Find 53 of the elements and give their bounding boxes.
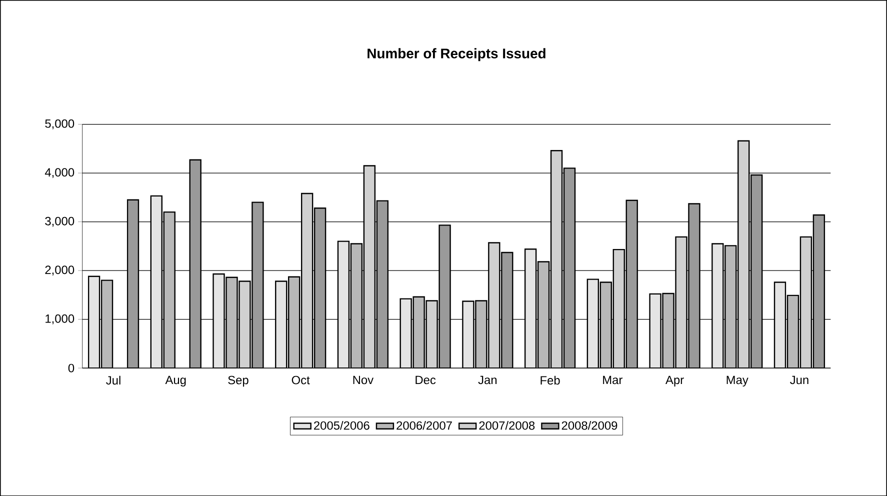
x-tick-label: Jul: [106, 376, 120, 384]
bar: [750, 174, 763, 368]
y-tick-label: 1,000: [46, 314, 74, 324]
bar: [600, 281, 612, 368]
x-tick-label: Mar: [603, 376, 622, 384]
x-tick-label: Apr: [665, 376, 684, 386]
y-tick-label: 5,000: [45, 119, 74, 130]
bar: [275, 280, 288, 368]
bar: [288, 276, 300, 368]
x-tick-label: Aug: [165, 376, 186, 386]
y-tick-label: 3,000: [45, 216, 74, 227]
legend-label: 2008/2009: [562, 420, 618, 430]
bar: [800, 236, 812, 368]
x-tick-label: Jun: [790, 376, 808, 384]
bar: [337, 240, 350, 368]
legend-label: 2006/2007: [396, 420, 452, 430]
bar: [314, 207, 326, 368]
x-tick-label: Nov: [353, 376, 374, 384]
bar: [88, 276, 100, 368]
x-tick-label: Dec: [416, 376, 436, 384]
bar: [300, 192, 314, 368]
x-tick-label: Sep: [228, 376, 248, 386]
y-tick-label: 0: [68, 364, 74, 372]
x-tick-label: Oct: [292, 376, 310, 384]
bar: [551, 150, 562, 368]
bar: [563, 167, 576, 368]
bar: [774, 281, 786, 368]
x-tick-label: May: [726, 376, 748, 386]
bar: [163, 211, 176, 368]
bar: [586, 278, 600, 368]
bar: [363, 164, 376, 368]
bar: [712, 242, 724, 368]
x-tick-label: Feb: [540, 376, 560, 384]
chart-title: Number of Receipts Issued: [368, 48, 546, 61]
bar: [786, 294, 800, 368]
bar: [150, 195, 162, 368]
bar: [738, 140, 750, 368]
bar: [524, 248, 537, 368]
bar: [501, 252, 514, 368]
bar: [100, 280, 114, 368]
bar: [626, 200, 638, 368]
bar: [376, 200, 389, 368]
y-tick-label: 2,000: [45, 265, 74, 276]
legend-label: 2007/2008: [479, 420, 535, 430]
bar: [350, 242, 363, 368]
bar: [612, 248, 625, 368]
bar: [812, 214, 826, 368]
y-tick-label: 4,000: [44, 168, 74, 178]
x-tick-label: Jan: [478, 376, 497, 384]
bar: [724, 244, 737, 368]
legend-label: 2005/2006: [314, 420, 370, 430]
bar: [126, 199, 140, 368]
bar: [537, 261, 550, 368]
